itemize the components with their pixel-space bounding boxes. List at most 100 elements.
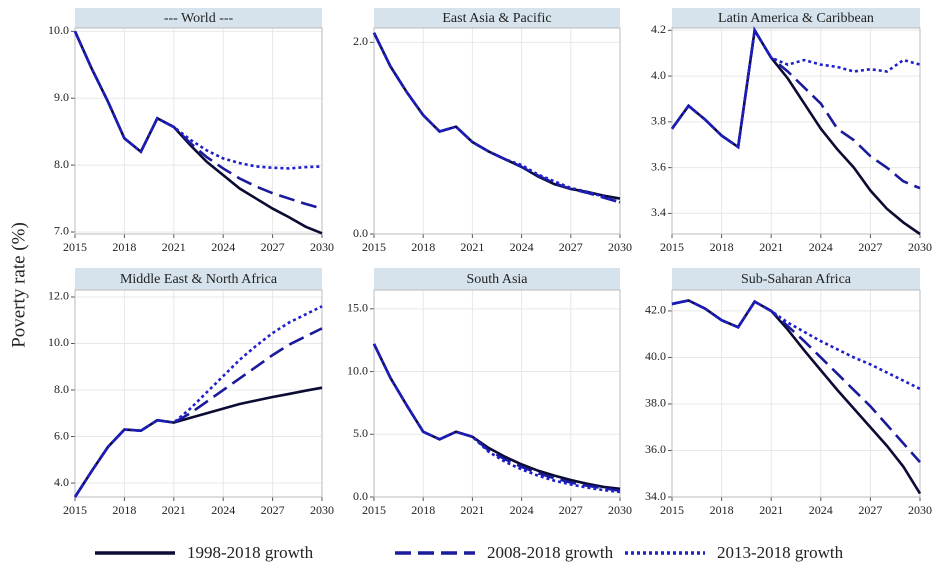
x-tick-label: 2015 (362, 240, 386, 254)
series-line (372, 343, 621, 494)
y-tick-label: 10.0 (347, 363, 368, 377)
x-tick-label: 2024 (510, 503, 534, 517)
y-tick-label: 0.0 (353, 489, 368, 503)
series-line (73, 30, 323, 170)
series-line (73, 305, 323, 498)
x-tick-label: 2030 (310, 503, 334, 517)
x-tick-label: 2015 (63, 503, 87, 517)
y-tick-label: 36.0 (645, 442, 666, 456)
x-tick-label: 2018 (710, 240, 734, 254)
panel-title: East Asia & Pacific (442, 11, 551, 26)
panel-strip (374, 8, 620, 28)
x-tick-label: 2018 (411, 503, 435, 517)
series-line (670, 26, 921, 236)
panel-strip (75, 8, 322, 28)
series-line (73, 30, 323, 210)
x-tick-label: 2024 (211, 240, 235, 254)
x-tick-label: 2018 (411, 240, 435, 254)
x-tick-label: 2024 (809, 503, 833, 517)
series-line (670, 26, 921, 150)
series-line (671, 299, 922, 495)
y-tick-label: 3.8 (651, 114, 666, 128)
plot-frame (671, 289, 921, 498)
y-tick-label: 10.0 (48, 335, 69, 349)
x-tick-label: 2027 (559, 503, 583, 517)
plot-frame (373, 27, 621, 235)
series-line (372, 32, 621, 204)
series-line (73, 327, 323, 498)
y-tick-label: 10.0 (48, 23, 69, 37)
x-tick-label: 2021 (759, 503, 783, 517)
x-tick-label: 2018 (112, 503, 136, 517)
y-tick-label: 12.0 (48, 289, 69, 303)
panel-strip (672, 268, 920, 290)
series-line (671, 299, 921, 463)
panel-title: Middle East & North Africa (120, 272, 278, 287)
x-tick-label: 2027 (261, 240, 285, 254)
y-tick-label: 4.0 (54, 475, 69, 489)
x-tick-label: 2027 (858, 240, 882, 254)
plot-frame (671, 27, 921, 235)
y-tick-label: 34.0 (645, 489, 666, 503)
y-tick-label: 42.0 (645, 303, 666, 317)
panel-strip (75, 268, 322, 290)
plot-frame (74, 289, 323, 498)
x-tick-label: 2030 (310, 240, 334, 254)
series-line (372, 343, 621, 491)
legend-label: 1998-2018 growth (187, 543, 314, 562)
series-line (372, 32, 621, 200)
plot-frame (74, 27, 323, 235)
y-tick-label: 8.0 (54, 382, 69, 396)
panel-title: Sub-Saharan Africa (741, 272, 852, 287)
y-tick-label: 38.0 (645, 396, 666, 410)
x-tick-label: 2015 (660, 240, 684, 254)
x-tick-label: 2027 (261, 503, 285, 517)
x-tick-label: 2015 (63, 240, 87, 254)
x-tick-label: 2021 (759, 240, 783, 254)
x-tick-label: 2027 (559, 240, 583, 254)
x-tick-label: 2030 (908, 240, 932, 254)
y-tick-label: 3.4 (651, 205, 666, 219)
x-tick-label: 2021 (460, 240, 484, 254)
x-tick-label: 2030 (608, 503, 632, 517)
x-tick-label: 2021 (162, 240, 186, 254)
x-tick-label: 2024 (510, 240, 534, 254)
series-line (73, 30, 323, 235)
x-tick-label: 2018 (710, 503, 734, 517)
legend-label: 2013-2018 growth (717, 543, 844, 562)
y-tick-label: 2.0 (353, 34, 368, 48)
x-tick-label: 2030 (608, 240, 632, 254)
x-tick-label: 2027 (858, 503, 882, 517)
panel-title: Latin America & Caribbean (718, 11, 874, 26)
x-tick-label: 2021 (162, 503, 186, 517)
x-tick-label: 2030 (908, 503, 932, 517)
y-tick-label: 0.0 (353, 226, 368, 240)
series-line (372, 32, 621, 204)
x-tick-label: 2021 (460, 503, 484, 517)
y-tick-label: 40.0 (645, 349, 666, 363)
y-axis-label: Poverty rate (%) (8, 222, 29, 348)
y-tick-label: 5.0 (353, 426, 368, 440)
plot-frame (373, 289, 621, 498)
x-tick-label: 2018 (112, 240, 136, 254)
panel-title: --- World --- (164, 11, 234, 26)
x-tick-label: 2024 (809, 240, 833, 254)
y-tick-label: 9.0 (54, 90, 69, 104)
panel-strip (374, 268, 620, 290)
y-tick-label: 4.0 (651, 68, 666, 82)
legend-label: 2008-2018 growth (487, 543, 614, 562)
y-tick-label: 7.0 (54, 224, 69, 238)
x-tick-label: 2024 (211, 503, 235, 517)
x-tick-label: 2015 (362, 503, 386, 517)
series-line (671, 299, 921, 391)
x-tick-label: 2015 (660, 503, 684, 517)
y-tick-label: 6.0 (54, 428, 69, 442)
y-tick-label: 3.6 (651, 159, 666, 173)
panel-strip (672, 8, 920, 28)
series-line (372, 343, 621, 493)
y-tick-label: 15.0 (347, 301, 368, 315)
panel-title: South Asia (466, 272, 528, 287)
series-line (670, 26, 921, 190)
y-tick-label: 4.2 (651, 22, 666, 36)
